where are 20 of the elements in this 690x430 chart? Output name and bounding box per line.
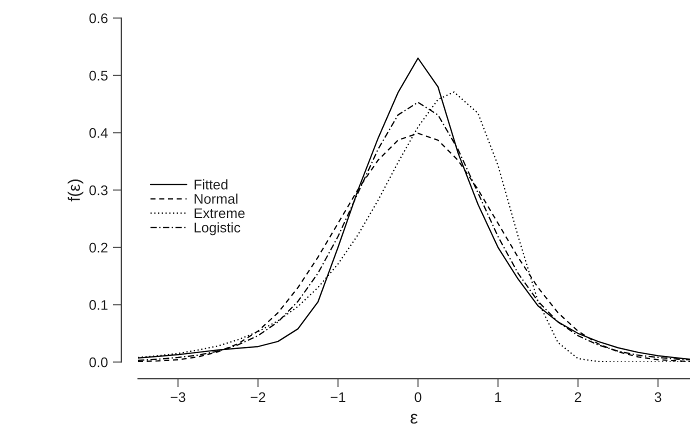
y-tick-label: 0.0 xyxy=(89,357,108,368)
legend-label: Normal xyxy=(194,194,238,204)
y-tick-label: 0.6 xyxy=(89,13,108,24)
legend-label: Logistic xyxy=(194,222,240,236)
legend-label: Extreme xyxy=(194,208,245,218)
x-tick-label: 1 xyxy=(495,392,502,402)
x-tick-label: −2 xyxy=(250,392,266,402)
x-tick-label: −1 xyxy=(330,392,346,402)
x-axis-title: ε xyxy=(410,414,418,424)
y-tick-label: 0.4 xyxy=(89,128,108,138)
y-tick-label: 0.1 xyxy=(89,300,108,310)
x-tick-label: −3 xyxy=(170,392,186,402)
x-tick-label: 2 xyxy=(574,392,582,402)
y-tick-label: 0.3 xyxy=(89,185,108,196)
x-tick-label: 0 xyxy=(414,392,422,402)
x-tick-label: 3 xyxy=(654,392,662,402)
y-axis-title: f(ε) xyxy=(68,180,84,202)
y-tick-label: 0.5 xyxy=(89,70,108,81)
y-tick-label: 0.2 xyxy=(89,242,108,253)
legend-label: Fitted xyxy=(194,179,228,190)
